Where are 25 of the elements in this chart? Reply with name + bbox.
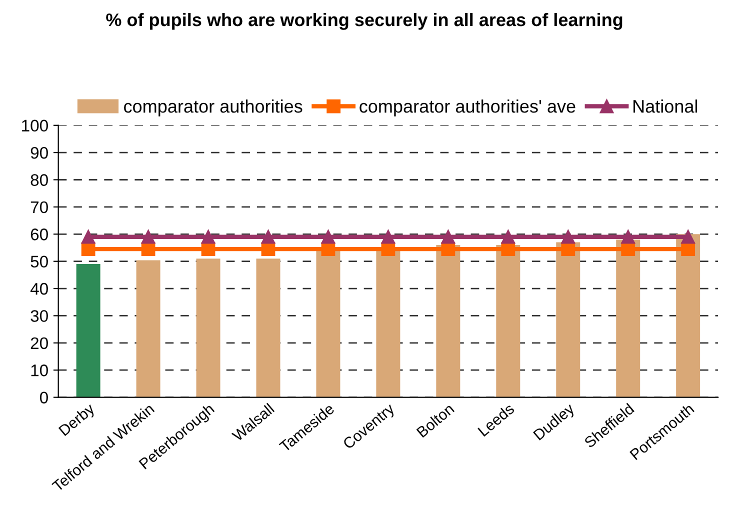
bar (76, 264, 100, 398)
y-tick-label: 20 (30, 337, 48, 350)
y-tick-label: 0 (40, 392, 48, 404)
y-tick-label: 100 (22, 120, 48, 132)
y-tick-label: 30 (30, 310, 48, 322)
bar (676, 234, 700, 398)
y-tick-label: 40 (30, 282, 48, 295)
bar (136, 260, 160, 398)
bar (196, 258, 220, 398)
bar (496, 245, 520, 398)
y-tick-label: 10 (31, 364, 48, 376)
y-tick-label: 50 (30, 256, 48, 268)
chart-title: % of pupils who are working securely in all areas of learning (106, 12, 622, 30)
bar (316, 250, 340, 398)
bar (616, 240, 640, 398)
legend-label: National (634, 99, 698, 113)
legend-label: comparator authorities' ave (360, 99, 576, 116)
y-tick-label: 80 (30, 174, 48, 186)
legend-label: comparator authorities (124, 99, 302, 116)
y-tick-label: 70 (30, 201, 48, 214)
bar (436, 245, 460, 398)
y-tick-label: 60 (30, 228, 48, 240)
bar (556, 242, 580, 398)
bar (256, 258, 280, 398)
y-tick-label: 90 (30, 146, 48, 159)
